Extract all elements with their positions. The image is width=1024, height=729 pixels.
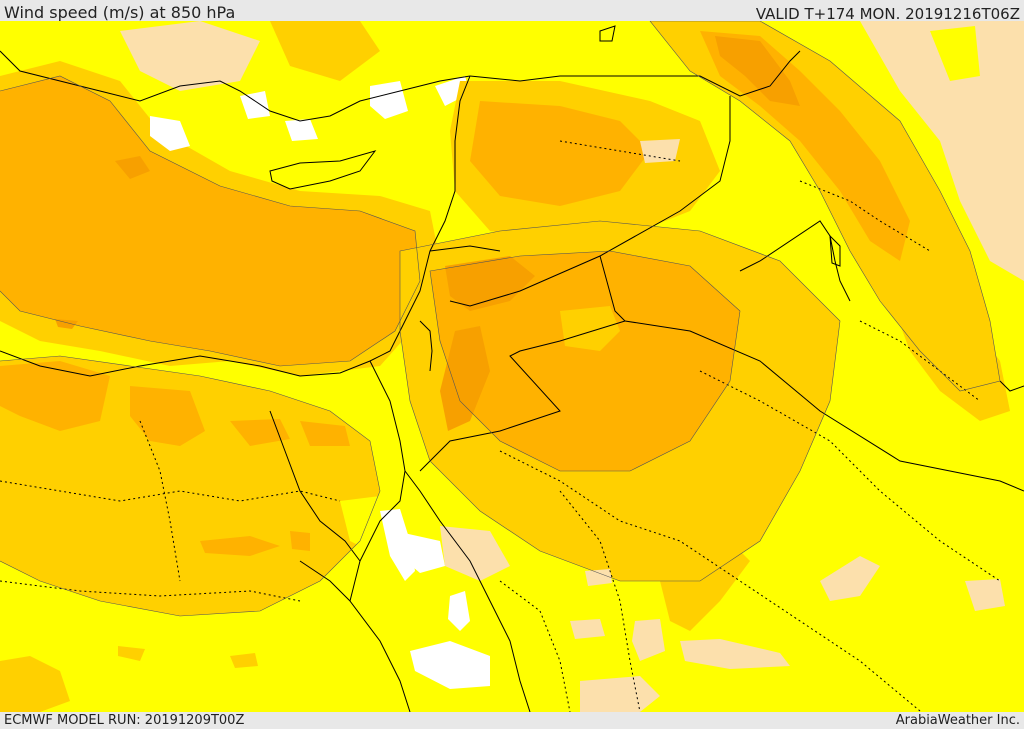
- egypt-core-5: [290, 531, 310, 551]
- peach-south-7: [585, 569, 612, 586]
- header-bar: Wind speed (m/s) at 850 hPa VALID T+174 …: [0, 0, 1024, 23]
- borders: [419, 50, 1024, 492]
- wind-speed-map: [0, 21, 1024, 712]
- arabia-core: [430, 251, 740, 471]
- sw-small-patch-2: [118, 646, 145, 661]
- calm-patch-3: [285, 119, 318, 141]
- med-small-patch: [115, 156, 150, 179]
- footer-bar: ECMWF MODEL RUN: 20191209T00Z ArabiaWeat…: [0, 712, 1024, 729]
- arabia-east-patch: [740, 261, 770, 278]
- calm-patch-1: [150, 116, 190, 151]
- gulf-band: [880, 271, 1010, 421]
- model-run-label: ECMWF MODEL RUN: 20191209T00Z: [4, 713, 245, 728]
- egypt-core-1: [130, 386, 205, 446]
- sw-small-patch: [230, 653, 258, 668]
- northeast-max: [715, 36, 800, 106]
- calm-patch-south-2: [410, 641, 490, 689]
- med-small-patch-2: [55, 319, 78, 329]
- calm-patch-2: [240, 91, 270, 119]
- calm-patch-4: [370, 81, 408, 119]
- peach-south-4: [820, 556, 880, 601]
- peach-south-5: [965, 579, 1005, 611]
- peach-south-1: [570, 619, 605, 639]
- map-title: Wind speed (m/s) at 850 hPa: [4, 3, 236, 22]
- syria-core: [470, 101, 650, 206]
- egypt-core-4: [200, 536, 280, 556]
- calm-patch-sinai: [395, 531, 445, 573]
- credit-label: ArabiaWeather Inc.: [895, 713, 1020, 728]
- valid-time: VALID T+174 MON. 20191216T06Z: [755, 5, 1020, 23]
- peach-iran: [860, 21, 1024, 281]
- wadi-max: [440, 326, 490, 431]
- south-spur: [660, 521, 750, 631]
- peach-patch-anatolia: [120, 21, 260, 91]
- northeast-core: [700, 31, 910, 261]
- egypt-core-3: [300, 421, 350, 446]
- gold-patch-anatolia: [270, 21, 380, 81]
- peach-patch-syria: [640, 139, 680, 163]
- sw-corner-patch: [0, 656, 70, 712]
- sub-borders: [0, 140, 1001, 712]
- contours: [0, 21, 1001, 617]
- egypt-nw-core: [0, 361, 110, 431]
- peach-south-6: [580, 676, 660, 712]
- coastlines: [0, 25, 1024, 712]
- peach-south-2: [632, 619, 665, 661]
- peach-hejaz-north: [440, 526, 510, 581]
- arabia-inner-patch: [560, 306, 620, 351]
- calm-patch-south-1: [448, 591, 470, 631]
- calm-gulf-aqaba: [380, 509, 415, 581]
- yellow-patch-caspian: [930, 26, 980, 81]
- map-svg: [0, 21, 1024, 712]
- mediterranean-core: [0, 76, 420, 366]
- peach-south-3: [680, 639, 790, 669]
- jordan-max: [445, 256, 535, 311]
